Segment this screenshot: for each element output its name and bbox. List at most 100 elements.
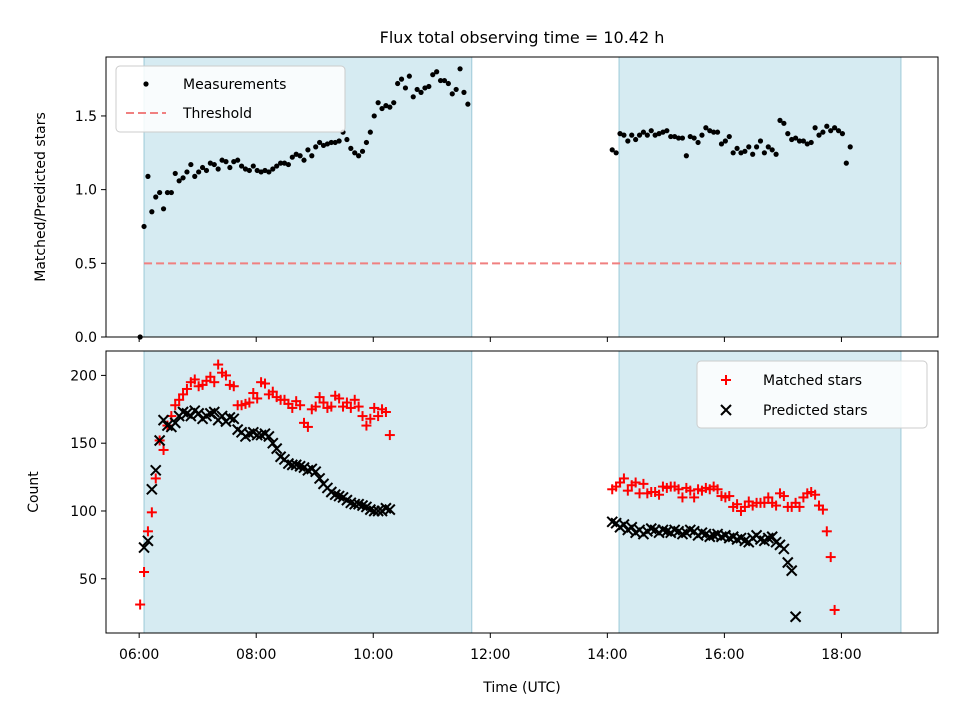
measurement-point [317,139,323,146]
x-marker-stroke [150,464,162,477]
measurement-point [309,153,315,159]
matched-star-point [314,392,325,403]
x-marker-stroke [224,411,236,424]
matched-star-point [349,394,360,405]
measurement-point [816,132,822,138]
measurement-point [250,163,256,169]
predicted-star-point [185,410,197,422]
predicted-star-point [138,541,150,554]
x-marker-stroke [789,611,802,623]
matched-star-point [825,552,836,563]
measurement-point [839,131,846,137]
x-marker-stroke [329,489,341,501]
x-marker-stroke [333,490,345,502]
y-tick-label: 200 [70,368,97,384]
matched-star-point [654,489,665,500]
measurement-point [402,85,409,91]
measurement-point [281,160,288,166]
measurement-point [675,135,682,141]
measurement-point [730,150,736,156]
measurement-point [738,150,744,156]
matched-star-point [252,393,263,404]
x-marker-stroke [290,459,302,471]
measurement-point [168,189,174,196]
matched-star-point [369,402,380,413]
predicted-star-point [270,442,283,455]
measurement-point [235,157,241,163]
ratio-panel: 0.0 0.5 1.0 1.5 Flux total observing time =… [33,28,939,346]
measurement-point [461,89,467,95]
x-marker-stroke [696,526,708,539]
matched-star-point [150,473,161,484]
measurement-point [820,129,826,135]
x-marker-stroke [185,410,197,422]
matched-star-point [244,397,255,408]
x-marker-stroke [352,498,365,510]
measurement-point [277,160,284,166]
matched-star-point [267,386,278,397]
measurement-point [753,144,760,150]
x-marker-stroke [208,406,220,418]
measurement-point [695,139,701,146]
measurement-point [363,139,370,146]
measurement-point [430,72,436,78]
measurement-point [445,80,451,87]
predicted-star-point [309,465,322,478]
predicted-star-point [626,521,638,533]
x-marker-stroke [606,516,618,528]
measurement-point [375,100,381,106]
matched-star-point [810,489,821,500]
x-marker-stroke [778,543,790,555]
observing-window-span [143,350,473,634]
x-marker-stroke [228,413,240,425]
matched-star-point [142,526,153,537]
measurement-point [320,142,327,149]
measurement-point [227,164,233,171]
matched-star-point [677,492,688,503]
measurement-point [422,85,428,91]
measurement-point [379,105,385,112]
count-y-axis: 50 100 150 200 [70,368,106,588]
x-marker-stroke [785,564,798,577]
x-marker-stroke [384,503,396,516]
measurement-point [465,101,471,107]
measurement-point [414,86,420,93]
measurement-point [231,159,237,165]
count-legend-box [696,360,928,429]
measurement-point [761,150,767,156]
measurement-point [348,145,354,151]
measurement-point [847,144,853,150]
measurement-point [835,128,842,134]
x-marker-stroke [138,541,150,554]
measurement-point [441,77,448,84]
measurement-point [145,173,151,179]
matched-star-point [712,484,723,495]
measurement-point [359,148,366,154]
measurement-point [792,135,799,141]
x-marker-stroke [739,535,751,547]
matched-star-point [181,383,192,394]
measurement-point [773,151,779,157]
x-tick-label: 16:00 [704,647,744,663]
x-marker-stroke [177,406,189,418]
measurement-point [457,66,463,72]
matched-star-point [373,411,384,422]
x-marker-stroke [142,535,154,547]
matched-star-point [361,420,372,431]
measurement-point [242,166,249,172]
measurement-point [629,132,635,138]
matched-star-point [341,397,352,408]
measurement-point [289,154,295,160]
measurement-point [328,139,334,146]
predicted-star-point [618,518,630,531]
measurement-point [180,175,186,181]
measurement-point [812,125,818,131]
matched-star-point [685,485,696,496]
measurement-point [387,104,393,110]
count-panel: 50 100 150 200 06:00 08:00 10:00 12:00 14:00 16:… [26,350,939,696]
measurement-point [371,113,377,119]
x-marker-stroke [309,465,322,478]
predicted-star-point [192,407,205,420]
measurement-point [718,141,725,147]
matched-star-point [732,499,743,510]
